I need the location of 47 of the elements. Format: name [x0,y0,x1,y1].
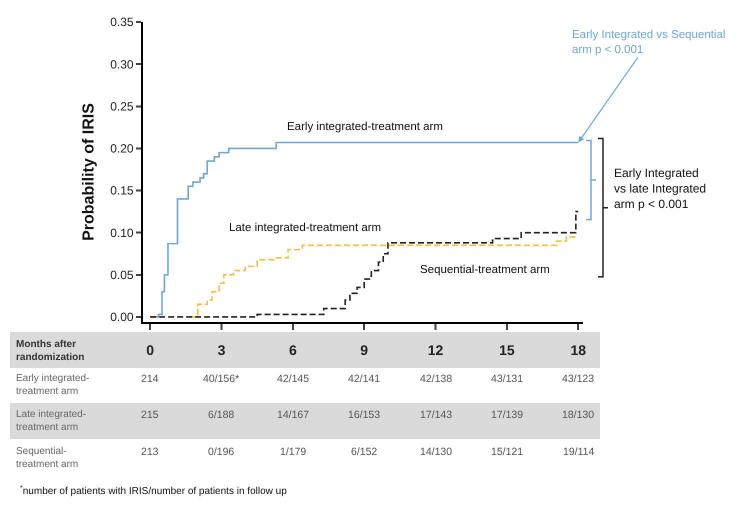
y-tick-label: 0.30 [110,57,134,72]
y-tick-label: 0.00 [110,310,134,324]
y-tick-label: 0.15 [110,184,134,198]
text: 213 [141,446,159,458]
annotation: Sequential-treatment arm [420,264,550,276]
y-axis-title: Probability of IRIS [80,102,98,241]
text: 18/130 [562,409,594,421]
text: 1/179 [280,446,306,458]
annotation: Early Integrated vs Sequential arm p < 0.001 [572,29,726,56]
text: 17/143 [420,409,452,421]
text: 16/153 [348,409,380,421]
text: $^{*}$number of patients with IRIS/number of patients in follow up [20,485,288,498]
text: 40/156* [203,373,240,385]
y-tick-label: 0.35 [110,15,134,30]
text: 6/152 [351,446,378,458]
y-tick-label: 0.10 [110,226,134,240]
y-tick-label: 0.25 [110,99,134,114]
text: Sequential-treatment arm [16,446,78,470]
text: Early integrated-treatment arm [16,373,90,397]
text: 42/141 [348,373,380,385]
text: 15/121 [491,446,524,458]
text: 17/139 [491,409,524,421]
annotation: Late integrated-treatment arm [229,222,382,234]
text: 43/123 [562,373,594,385]
y-tick-label: 0.05 [110,268,134,282]
text: 43/131 [491,373,524,385]
text: Late integrated-treatment arm [16,409,86,433]
text: 0/196 [208,446,234,458]
x-tick-label: 15 [499,342,515,358]
x-tick-label: 3 [218,342,226,358]
text: 6/188 [208,409,234,421]
text: 42/145 [277,373,310,385]
annotation: Early integrated-treatment arm [287,121,443,133]
x-tick-label: 12 [428,342,444,358]
y-tick-label: 0.20 [110,142,134,156]
text: 214 [141,373,159,385]
text: Early Integrated vs late Integrated arm p < 0.001 [614,166,706,212]
text: 14/130 [420,446,452,458]
text: 14/167 [277,409,310,421]
x-tick-label: 18 [570,342,586,358]
text: 19/114 [563,446,594,458]
text: 215 [141,409,159,421]
text: 42/138 [420,373,452,385]
x-tick-label: 6 [288,342,297,358]
text: Months after randomization [16,339,84,363]
x-tick-label: 0 [146,342,154,358]
x-tick-label: 9 [360,342,368,358]
